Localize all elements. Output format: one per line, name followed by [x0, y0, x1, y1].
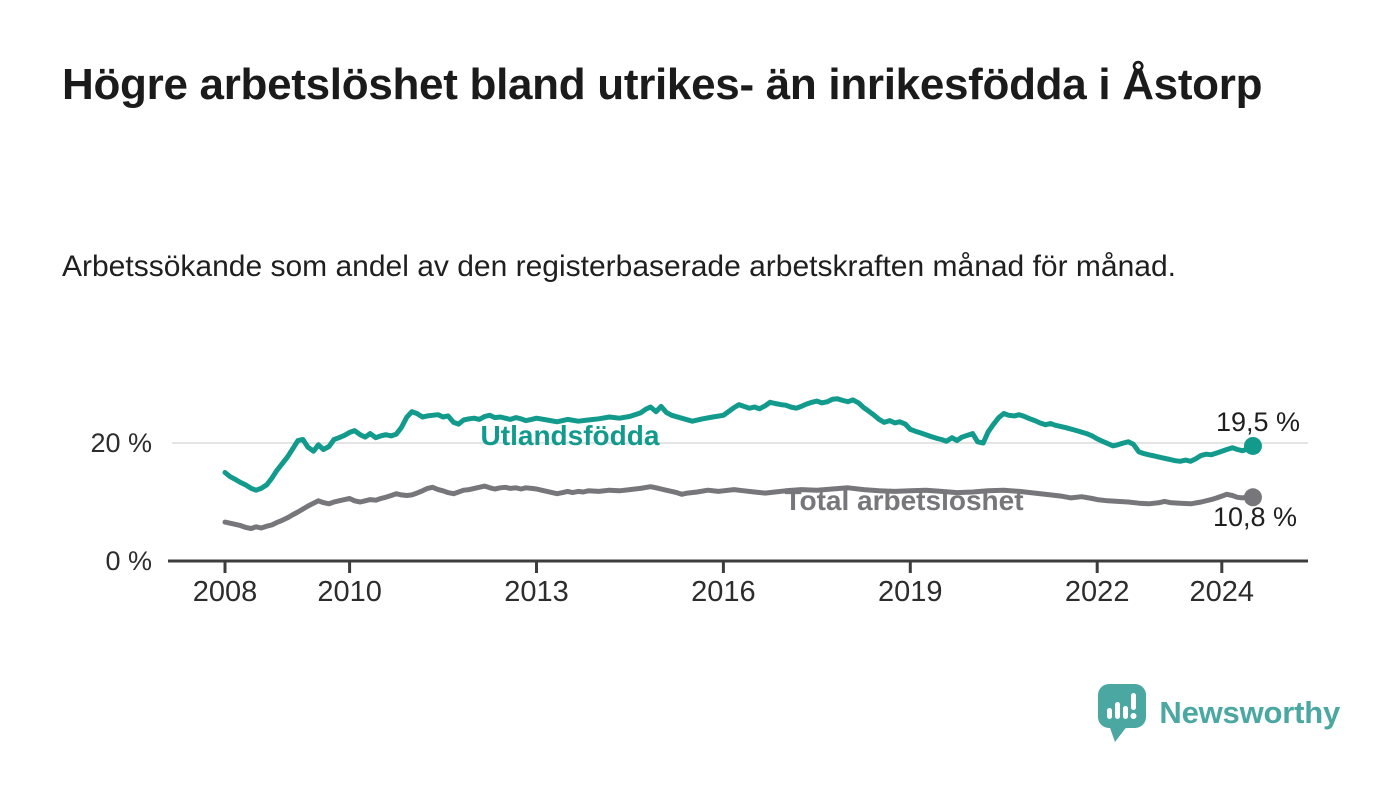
x-axis-label-2013: 2013: [504, 576, 569, 608]
x-axis-label-2010: 2010: [317, 576, 382, 608]
newsworthy-logo-icon: [1098, 684, 1147, 742]
x-axis-label-2016: 2016: [691, 576, 756, 608]
x-axis-label-2024: 2024: [1189, 576, 1255, 608]
end-value-total-arbetsloshet: 10,8 %: [1212, 502, 1297, 532]
series-label-total-arbetsloshet: Total arbetslöshet: [784, 485, 1024, 516]
x-axis-label-2008: 2008: [192, 576, 258, 608]
speech-bubble-shape: [1098, 684, 1147, 728]
series-label-utlandsfodda: Utlandsfödda: [480, 420, 660, 451]
x-axis-label-2019: 2019: [878, 576, 943, 608]
series-line-1: [222, 483, 1256, 531]
end-value-utlandsfodda: 19,5 %: [1215, 407, 1300, 437]
exclamation-glyph: [1130, 693, 1137, 719]
brand-name: Newsworthy: [1159, 695, 1340, 730]
series-end-dot-1: [1243, 488, 1262, 507]
x-axis-label-2022: 2022: [1064, 576, 1130, 608]
series-end-dot-0: [1243, 436, 1262, 455]
y-axis-label-0: 0 %: [105, 546, 152, 576]
brand-footer: Newsworthy: [1097, 682, 1340, 744]
page-subtitle: Arbetssökande som andel av den registerb…: [62, 250, 1176, 283]
speech-bubble-tail: [1109, 725, 1129, 742]
series-line-0: [222, 396, 1256, 493]
bar-chart-glyph: [1107, 702, 1129, 719]
y-axis-label-20: 20 %: [90, 428, 152, 458]
page-title: Högre arbetslöshet bland utrikes- än inr…: [62, 60, 1263, 109]
